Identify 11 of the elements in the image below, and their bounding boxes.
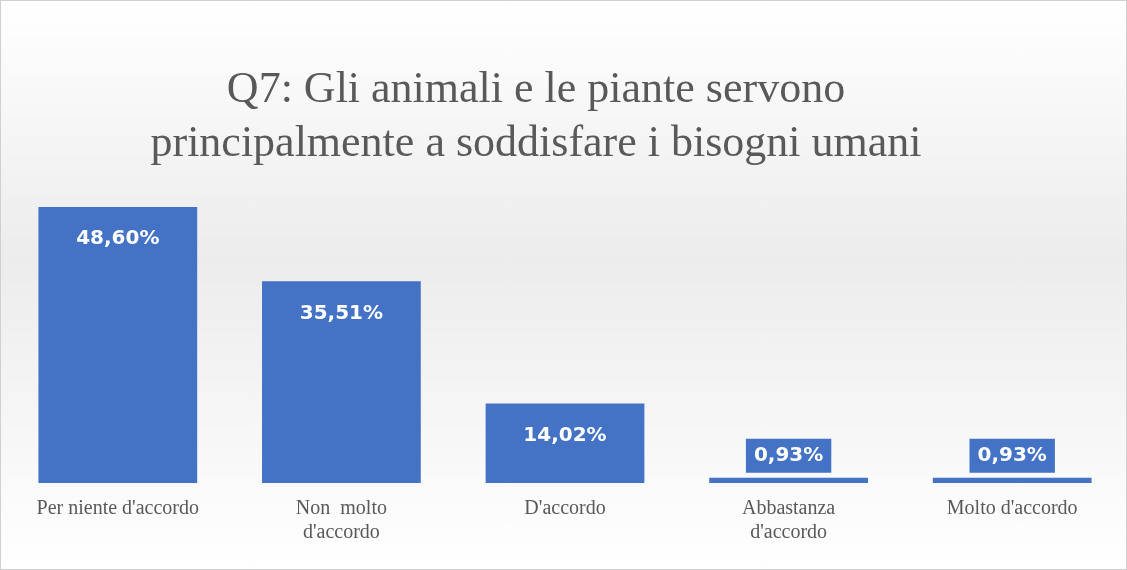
x-tick-label: D'accordo <box>524 496 606 519</box>
x-tick-label: Non molto d'accordo <box>295 496 387 543</box>
data-label: 0,93% <box>753 441 824 466</box>
x-tick-label: Molto d'accordo <box>946 496 1078 519</box>
data-label: 14,02% <box>523 421 607 446</box>
data-label: 48,60% <box>76 225 160 250</box>
x-tick-label: Abbastanza d'accordo <box>741 496 836 543</box>
x-tick-label: Per niente d'accordo <box>36 496 200 519</box>
chart-title: Q7: Gli animali e le piante servono principalmente a soddisfare i bisogni umani <box>149 62 923 168</box>
data-label: 35,51% <box>299 299 384 324</box>
data-label: 0,93% <box>977 441 1047 466</box>
